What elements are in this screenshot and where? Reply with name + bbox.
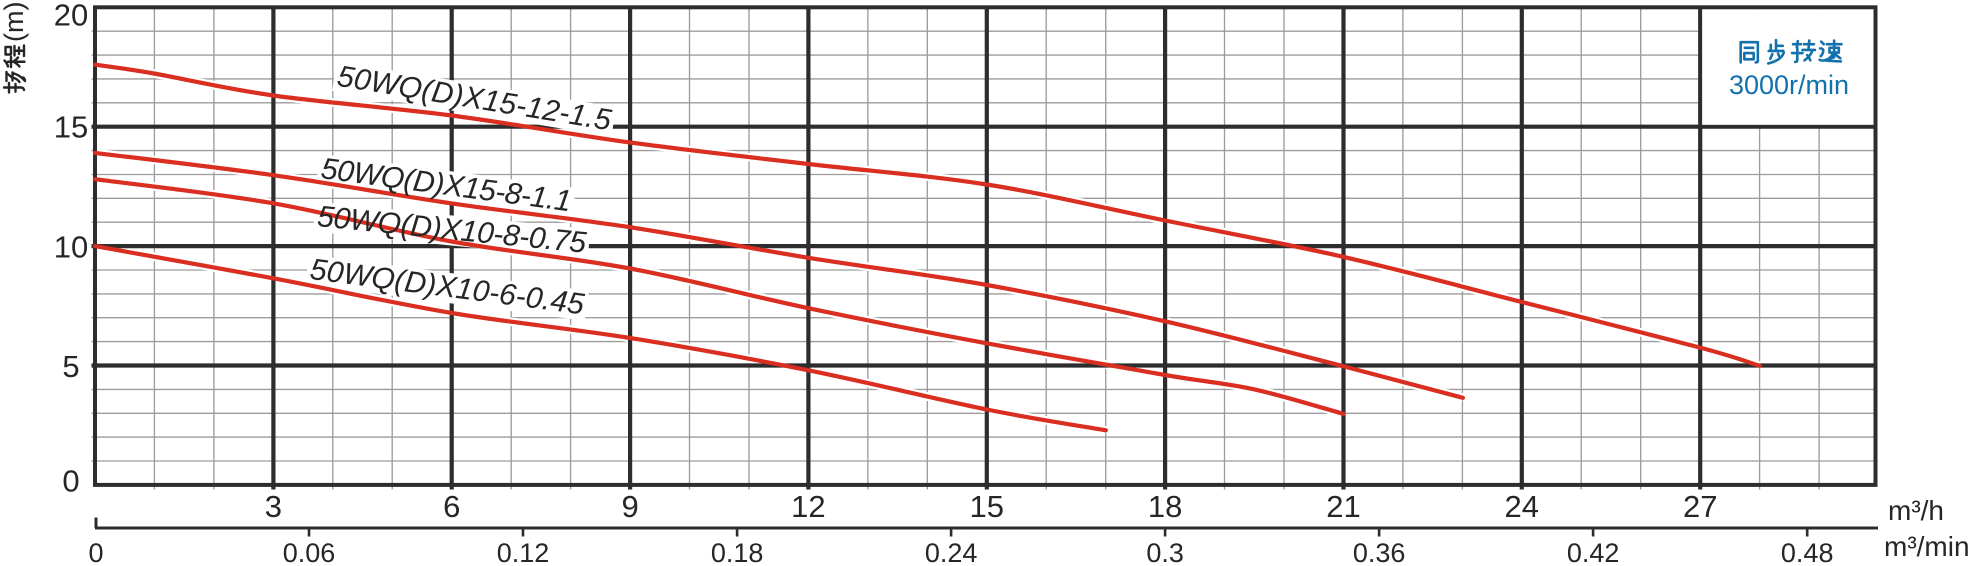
svg-text:15: 15 bbox=[970, 489, 1004, 524]
svg-text:10: 10 bbox=[54, 230, 88, 265]
svg-text:12: 12 bbox=[791, 489, 825, 524]
svg-text:0.24: 0.24 bbox=[925, 538, 978, 566]
svg-text:0.42: 0.42 bbox=[1567, 538, 1620, 566]
svg-text:27: 27 bbox=[1683, 489, 1717, 524]
svg-text:3: 3 bbox=[265, 489, 282, 524]
svg-text:0.18: 0.18 bbox=[711, 538, 764, 566]
svg-text:m³/min: m³/min bbox=[1884, 531, 1970, 562]
svg-text:0.3: 0.3 bbox=[1146, 538, 1184, 566]
svg-text:15: 15 bbox=[54, 110, 88, 145]
svg-text:0.12: 0.12 bbox=[497, 538, 550, 566]
svg-text:0.48: 0.48 bbox=[1781, 538, 1834, 566]
svg-text:24: 24 bbox=[1505, 489, 1539, 524]
svg-text:6: 6 bbox=[443, 489, 460, 524]
svg-text:0.36: 0.36 bbox=[1353, 538, 1406, 566]
svg-text:0: 0 bbox=[88, 538, 103, 566]
svg-text:9: 9 bbox=[621, 489, 638, 524]
svg-text:0.06: 0.06 bbox=[283, 538, 336, 566]
svg-text:21: 21 bbox=[1326, 489, 1360, 524]
svg-text:5: 5 bbox=[62, 349, 79, 384]
svg-text:3000r/min: 3000r/min bbox=[1729, 70, 1849, 100]
svg-text:18: 18 bbox=[1148, 489, 1182, 524]
svg-text:m³/h: m³/h bbox=[1888, 495, 1944, 526]
svg-text:0: 0 bbox=[62, 464, 79, 499]
svg-text:(m): (m) bbox=[0, 2, 29, 42]
svg-text:20: 20 bbox=[54, 0, 88, 33]
